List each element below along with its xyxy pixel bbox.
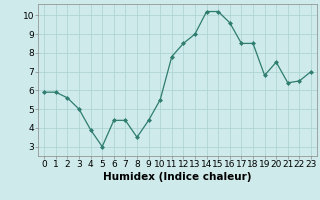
X-axis label: Humidex (Indice chaleur): Humidex (Indice chaleur) — [103, 172, 252, 182]
